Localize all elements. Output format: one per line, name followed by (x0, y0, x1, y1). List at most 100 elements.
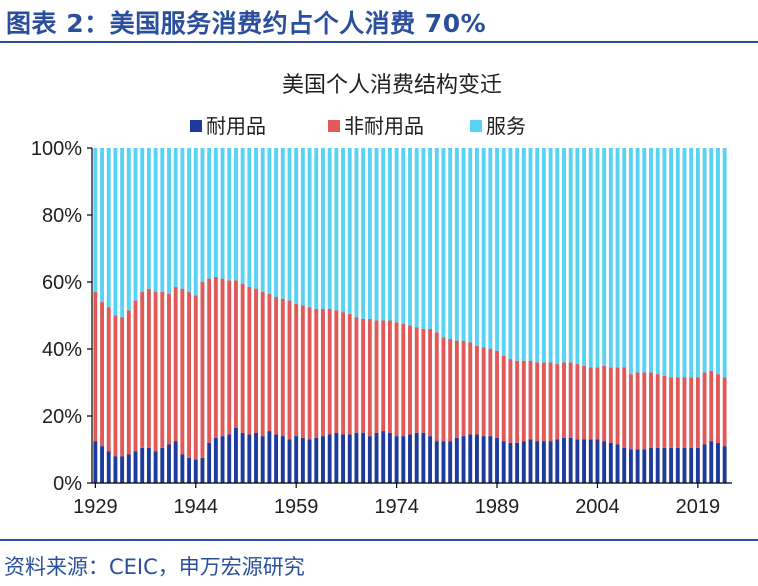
bar-services-1995 (535, 148, 540, 363)
bar-durable-1988 (488, 436, 493, 483)
legend-swatch-0 (190, 120, 202, 132)
bar-durable-1939 (160, 447, 165, 483)
bar-services-1976 (408, 148, 412, 326)
bar-services-1946 (207, 148, 212, 279)
bar-services-2021 (709, 148, 714, 371)
bar-services-1944 (193, 148, 198, 296)
bar-services-1981 (441, 148, 446, 338)
bar-services-1971 (374, 148, 379, 321)
bar-services-2011 (642, 148, 647, 373)
bar-nondurable-1966 (341, 312, 345, 435)
bar-services-2006 (608, 148, 613, 368)
bar-services-1943 (187, 148, 192, 293)
bar-services-2000 (568, 148, 573, 363)
bar-services-1998 (555, 148, 560, 365)
bar-services-1945 (200, 148, 205, 282)
bar-durable-1973 (387, 432, 392, 483)
bar-durable-2008 (622, 447, 627, 483)
bar-durable-2021 (709, 441, 714, 484)
bar-durable-1936 (140, 447, 145, 483)
bar-nondurable-2013 (655, 374, 660, 448)
bar-nondurable-1971 (374, 320, 379, 433)
bar-nondurable-1965 (334, 310, 339, 433)
bar-services-1936 (140, 148, 145, 293)
bar-nondurable-2005 (602, 365, 607, 442)
bar-nondurable-2018 (689, 377, 694, 448)
bar-services-1948 (220, 148, 225, 279)
bar-services-2020 (702, 148, 707, 373)
bar-nondurable-1990 (501, 355, 506, 442)
y-tick-label-4: 80% (42, 205, 82, 227)
bar-services-2010 (635, 148, 640, 373)
bar-durable-1979 (428, 436, 433, 483)
bar-services-1993 (521, 148, 526, 361)
bar-services-1932 (113, 148, 118, 316)
bar-nondurable-1984 (461, 340, 466, 437)
legend-swatch-1 (328, 120, 340, 132)
bar-nondurable-1941 (173, 287, 178, 442)
bar-durable-2007 (615, 444, 620, 483)
bar-nondurable-2006 (608, 367, 613, 443)
bar-durable-1965 (334, 432, 339, 483)
bar-durable-1975 (401, 436, 406, 483)
bar-durable-1949 (227, 434, 232, 483)
bar-durable-1984 (461, 436, 466, 483)
bar-durable-1980 (434, 441, 439, 484)
bar-durable-2010 (635, 449, 640, 483)
bar-durable-1953 (254, 432, 258, 483)
bar-services-1980 (434, 148, 439, 333)
bar-durable-2000 (568, 437, 573, 483)
bar-services-1966 (341, 148, 345, 313)
bar-durable-1990 (501, 441, 506, 484)
bar-nondurable-1980 (434, 332, 439, 442)
bar-durable-1995 (535, 441, 540, 484)
bar-nondurable-1982 (448, 338, 453, 442)
bar-durable-2015 (669, 447, 674, 483)
bar-nondurable-1935 (133, 300, 138, 452)
bar-nondurable-1931 (106, 307, 111, 452)
bar-services-1934 (126, 148, 131, 311)
bar-services-1972 (381, 148, 386, 321)
bar-services-1957 (280, 148, 285, 299)
bar-services-1970 (367, 148, 372, 319)
bar-services-1959 (294, 148, 299, 304)
bar-nondurable-1975 (401, 323, 406, 437)
source-note: 资料来源：CEIC，申万宏源研究 (4, 555, 305, 579)
bar-nondurable-1972 (381, 320, 386, 432)
bar-services-1941 (173, 148, 178, 288)
bar-nondurable-1954 (260, 292, 265, 437)
bar-durable-1955 (267, 431, 272, 483)
bar-nondurable-2004 (595, 367, 600, 440)
bar-services-1931 (106, 148, 111, 308)
bar-durable-2016 (675, 447, 680, 483)
bar-services-1991 (508, 148, 513, 360)
bar-services-1977 (414, 148, 419, 328)
bar-durable-1932 (113, 456, 118, 483)
bar-services-1992 (515, 148, 520, 361)
bar-durable-1992 (515, 442, 520, 483)
bar-services-1986 (475, 148, 479, 346)
bar-durable-1963 (321, 436, 325, 483)
bar-services-1984 (461, 148, 466, 341)
bar-services-2014 (662, 148, 667, 376)
bar-services-2015 (669, 148, 674, 378)
bar-services-1938 (153, 148, 158, 293)
bar-nondurable-1985 (468, 342, 473, 435)
bar-nondurable-1940 (167, 293, 171, 445)
bar-nondurable-2015 (669, 377, 674, 448)
bar-nondurable-1979 (428, 328, 433, 437)
bar-services-1952 (247, 148, 252, 288)
bar-nondurable-2001 (575, 364, 580, 440)
bar-nondurable-2007 (615, 367, 620, 445)
bar-durable-2019 (695, 447, 700, 483)
bar-nondurable-2021 (709, 370, 714, 442)
bar-services-1958 (287, 148, 292, 301)
bar-services-2005 (602, 148, 607, 366)
bar-durable-2012 (649, 447, 653, 483)
bar-nondurable-1978 (421, 328, 426, 433)
bar-durable-2001 (575, 439, 580, 483)
bar-services-1955 (267, 148, 272, 294)
bar-nondurable-1948 (220, 278, 225, 437)
bar-durable-1991 (508, 442, 513, 483)
bar-durable-1961 (307, 439, 312, 483)
